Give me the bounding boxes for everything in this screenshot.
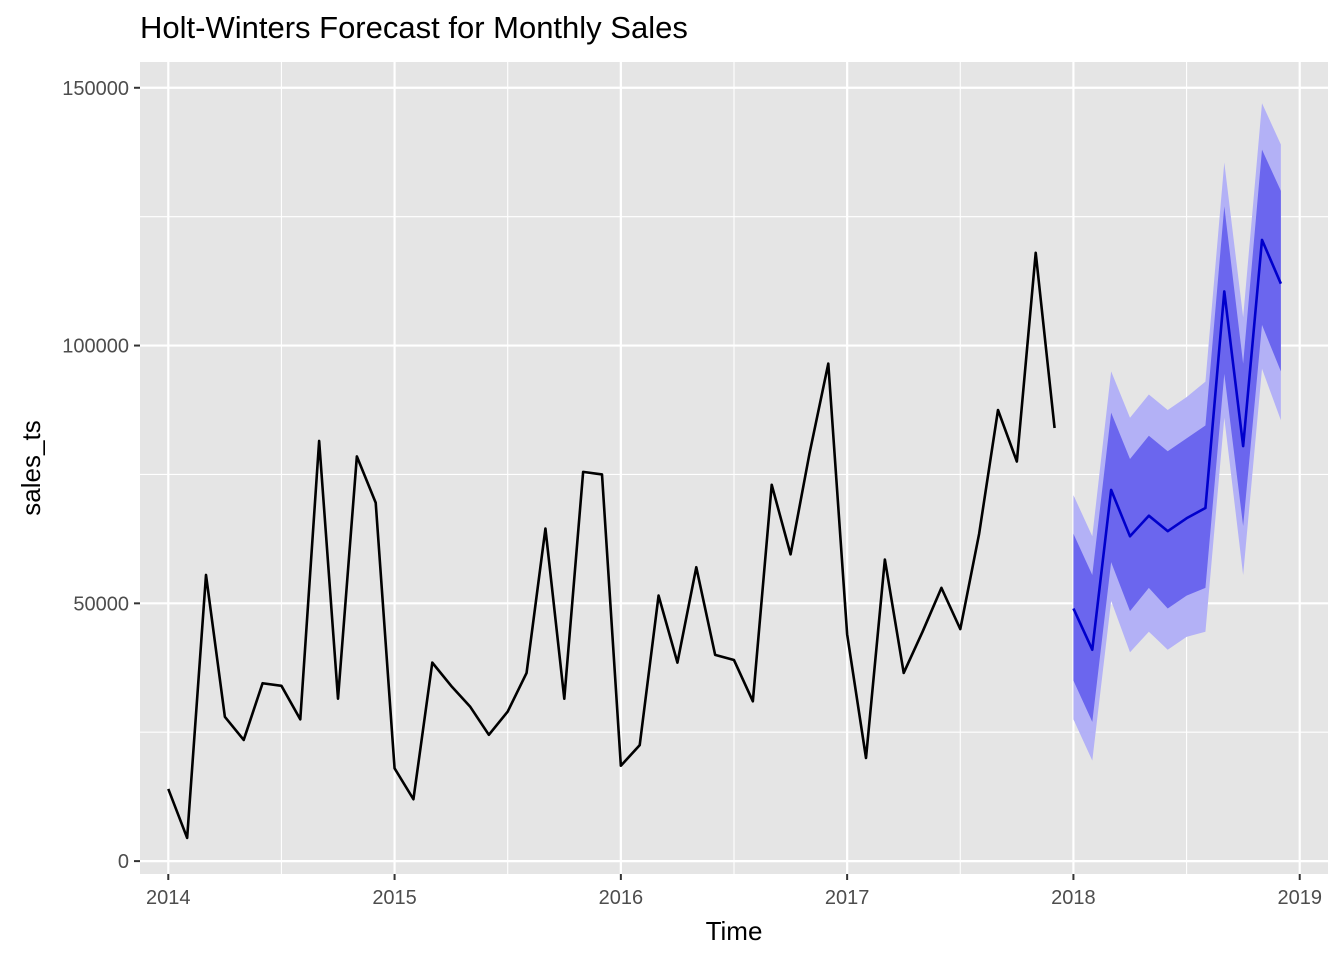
x-tick-label: 2014: [146, 887, 191, 909]
x-tick-label: 2019: [1277, 887, 1322, 909]
y-tick-label: 0: [118, 851, 129, 873]
forecast-series-line: [1072, 238, 1283, 652]
x-tick-label: 2016: [599, 887, 644, 909]
minor-gridlines: [140, 62, 1328, 874]
band-80-percent: [1073, 149, 1281, 722]
x-axis-title: Time: [706, 916, 763, 946]
actual-series-line: [167, 251, 1056, 840]
x-tick-label: 2015: [372, 887, 417, 909]
series-lines: [167, 238, 1283, 840]
y-axis-title: sales_ts: [16, 420, 46, 515]
y-axis: 0 50000 100000 150000: [62, 78, 140, 873]
x-tick-label: 2017: [825, 887, 870, 909]
x-tick-label: 2018: [1051, 887, 1096, 909]
x-axis: 2014 2015 2016 2017 2018 2019: [146, 874, 1322, 909]
prediction-intervals: [1073, 103, 1281, 761]
y-tick-label: 50000: [73, 593, 129, 615]
y-tick-label: 100000: [62, 336, 129, 358]
y-tick-label: 150000: [62, 78, 129, 100]
chart-title: Holt-Winters Forecast for Monthly Sales: [140, 10, 688, 45]
